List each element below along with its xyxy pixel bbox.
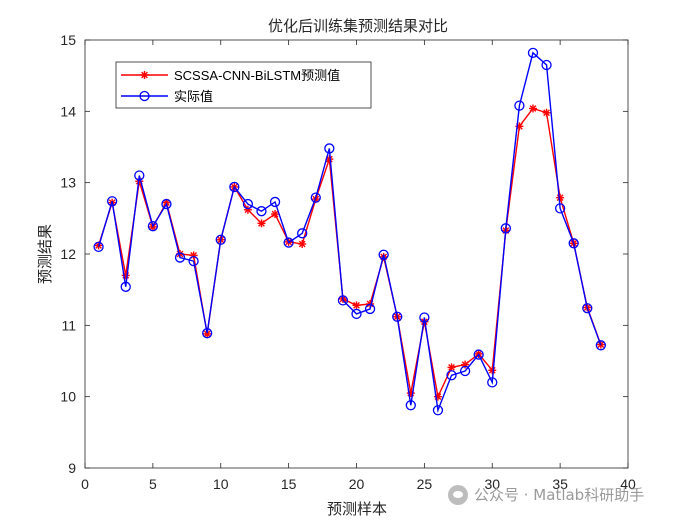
data-point	[582, 303, 593, 314]
data-point	[269, 196, 281, 208]
data-point	[271, 210, 280, 219]
data-point	[215, 234, 226, 245]
y-tick-label: 14	[60, 103, 76, 119]
data-point	[257, 219, 266, 228]
asterisk-stroke	[258, 219, 265, 227]
x-tick-label: 25	[417, 476, 433, 492]
legend-label: 实际值	[174, 89, 213, 104]
data-point	[161, 198, 172, 210]
data-point	[188, 255, 199, 267]
data-point	[528, 104, 537, 113]
data-point	[554, 203, 566, 214]
data-point	[432, 405, 444, 416]
legend-item-predicted: SCSSA-CNN-BiLSTM预测值	[121, 68, 340, 83]
legend-marker	[140, 71, 149, 79]
data-point	[324, 143, 335, 154]
data-point	[542, 108, 551, 117]
data-point	[93, 241, 104, 253]
series-layer	[93, 47, 606, 416]
asterisk-stroke	[325, 155, 333, 163]
data-point	[297, 228, 308, 239]
data-point	[487, 377, 498, 388]
data-point	[174, 252, 186, 263]
asterisk-stroke	[203, 330, 211, 338]
data-point	[242, 198, 254, 210]
data-point	[107, 196, 118, 207]
plot-area	[85, 40, 628, 468]
asterisk-stroke	[163, 199, 170, 207]
x-tick-label: 10	[213, 476, 229, 492]
asterisk-stroke	[543, 109, 550, 117]
legend-item-actual: 实际值	[121, 89, 213, 104]
y-tick-label: 11	[61, 317, 76, 333]
data-point	[298, 240, 307, 249]
asterisk-stroke	[448, 364, 455, 371]
asterisk-stroke	[141, 71, 148, 79]
y-axis-title: 预测结果	[36, 224, 54, 284]
asterisk-stroke	[298, 240, 306, 248]
data-point	[473, 349, 484, 360]
asterisk-stroke	[529, 105, 537, 112]
data-point	[283, 237, 294, 248]
x-tick-label: 20	[349, 476, 365, 492]
data-point	[378, 249, 389, 260]
data-point	[595, 340, 606, 351]
data-point	[202, 328, 213, 339]
asterisk-stroke	[176, 250, 184, 258]
watermark: 公众号 · Matlab科研助手	[448, 484, 644, 505]
wechat-icon	[448, 484, 468, 505]
data-point	[556, 193, 565, 202]
data-point	[459, 365, 471, 377]
data-point	[514, 100, 525, 111]
axes: 0 5 10 15 20 25 30 35 40 9 10 11 12 13 14 15	[60, 32, 636, 492]
data-point	[447, 363, 456, 372]
x-tick-label: 15	[281, 476, 297, 492]
y-tick-label: 13	[60, 175, 76, 191]
data-point	[568, 238, 579, 249]
data-point	[229, 181, 240, 193]
x-axis-title: 预测样本	[327, 500, 387, 518]
data-point	[446, 370, 457, 381]
legend-label: SCSSA-CNN-BiLSTM预测值	[174, 68, 340, 83]
data-point	[419, 312, 430, 323]
asterisk-stroke	[271, 210, 279, 218]
y-tick-label: 12	[60, 246, 76, 262]
data-point	[337, 295, 349, 306]
x-tick-label: 40	[620, 476, 636, 492]
y-tick-label: 9	[68, 460, 76, 476]
data-point	[256, 206, 267, 217]
data-point	[147, 221, 159, 232]
data-point	[405, 400, 416, 411]
data-point	[120, 281, 131, 292]
x-tick-label: 35	[552, 476, 568, 492]
data-point	[488, 366, 497, 375]
x-tick-label: 0	[81, 476, 89, 492]
data-point	[392, 311, 403, 322]
data-point	[352, 301, 361, 310]
legend-box	[115, 61, 372, 109]
series-line	[97, 51, 602, 413]
asterisk-stroke	[556, 194, 564, 202]
data-point	[351, 308, 362, 320]
y-tick-label: 10	[60, 389, 76, 405]
watermark-text: 公众号 · Matlab科研助手	[474, 486, 645, 504]
data-point	[310, 192, 321, 203]
x-tick-label: 5	[149, 476, 157, 492]
data-point	[541, 59, 552, 71]
data-point	[500, 223, 511, 234]
asterisk-stroke	[353, 301, 360, 309]
y-tick-label: 15	[60, 32, 76, 48]
data-point	[364, 303, 376, 315]
data-point	[134, 170, 145, 181]
data-point	[527, 47, 539, 58]
chart-title: 优化后训练集预测结果对比	[268, 17, 448, 35]
legend-marker	[139, 90, 150, 102]
actual-series	[93, 47, 606, 416]
x-tick-label: 30	[484, 476, 500, 492]
